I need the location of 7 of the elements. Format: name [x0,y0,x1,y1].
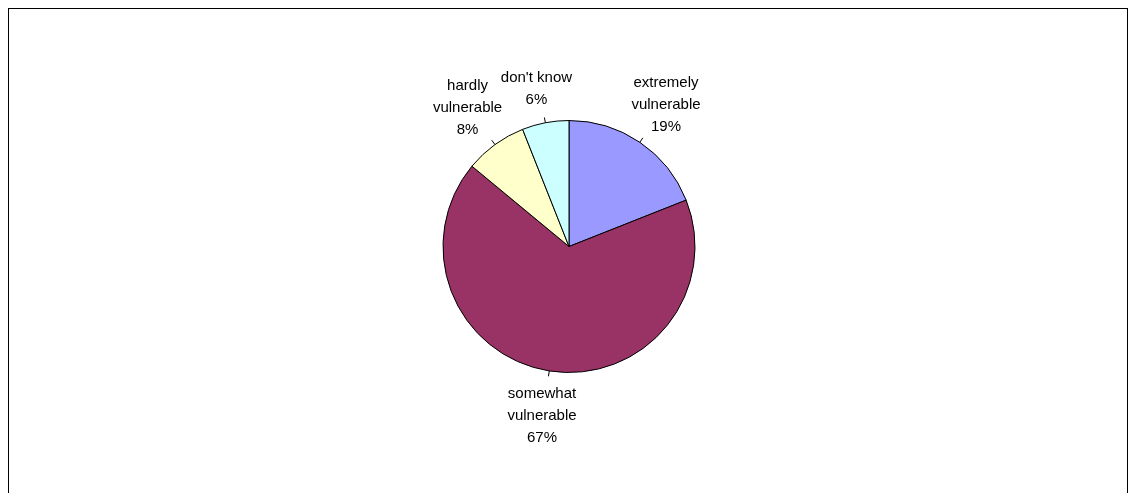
data-label: 8% [456,120,479,138]
data-label: 67% [526,427,558,445]
slice-label: extremely vulnerable [631,73,701,113]
slice-label: somewhat vulnerable [507,383,578,423]
data-label: 6% [525,90,548,108]
data-label: 19% [651,117,682,135]
slice-label: don't know [500,68,573,86]
